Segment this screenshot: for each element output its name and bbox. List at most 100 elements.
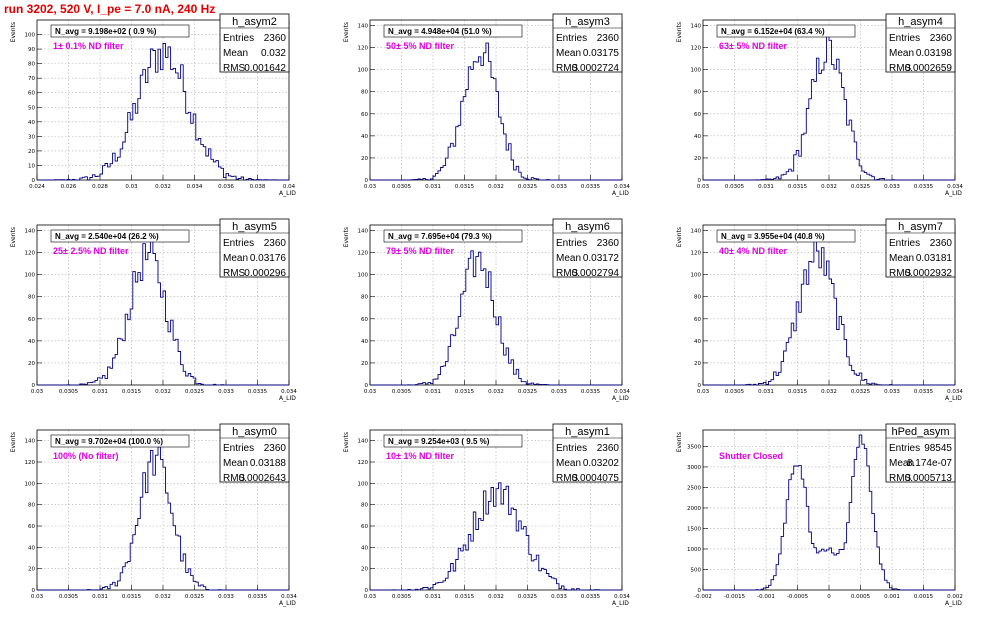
- stat-value: 8.174e-07: [907, 458, 952, 469]
- filter-annotation: 40± 4% ND filter: [719, 246, 787, 256]
- x-tick-label: 0.033: [218, 594, 234, 600]
- histogram-name: h_asym1: [565, 426, 610, 438]
- n-avg-label: N_avg = 4.948e+04 (51.0 %): [388, 27, 492, 36]
- x-tick-label: 0.034: [947, 184, 963, 190]
- x-tick-label: 0.032: [155, 184, 171, 190]
- filter-annotation: 25± 2.5% ND filter: [53, 246, 129, 256]
- y-tick-label: 60: [694, 112, 701, 118]
- stat-label: RMS: [889, 63, 912, 74]
- x-tick-label: 0.032: [155, 389, 171, 395]
- plot-frame: [702, 19, 956, 181]
- n-avg-label: N_avg = 9.702e+04 (100.0 %): [55, 437, 163, 446]
- y-tick-label: 80: [28, 503, 35, 509]
- y-tick-label: 80: [361, 295, 368, 301]
- x-tick-label: 0.0325: [851, 184, 871, 190]
- y-tick-label: 20: [28, 149, 35, 155]
- x-tick-label: 0.0305: [392, 184, 412, 190]
- x-tick-label: 0.03: [125, 184, 138, 190]
- panel-h_asym4: 0.03 0.0305 0.031 0.0315 0.032 0.0325 0.033 0.0…: [676, 13, 963, 197]
- stat-label: Mean: [889, 48, 914, 59]
- histogram-series: [370, 42, 622, 181]
- y-tick-label: 40: [694, 339, 701, 345]
- y-tick-label: 100: [25, 481, 36, 487]
- stats-box: h_asym5 Entries 2360 Mean 0.03176 RMS 0.000296: [219, 218, 290, 279]
- stat-label: RMS: [889, 473, 912, 484]
- stat-value: 2360: [597, 33, 620, 44]
- filter-annotation: Shutter Closed: [719, 451, 783, 461]
- stat-value: 2360: [930, 238, 953, 249]
- x-tick-label: 0.0315: [455, 389, 475, 395]
- panel-h_asym5: 0.03 0.0305 0.031 0.0315 0.032 0.0325 0.033 0.0…: [10, 218, 297, 402]
- x-tick-label: 0.04: [283, 184, 296, 190]
- histogram-series: [703, 240, 955, 386]
- x-axis-title: A_LID: [945, 190, 962, 197]
- n-avg-frame: [50, 434, 190, 448]
- y-tick-label: 0: [32, 383, 36, 389]
- n-avg-label: N_avg = 9.254e+03 ( 9.5 %): [388, 437, 490, 446]
- stat-value: 0.0002794: [572, 268, 620, 279]
- stat-label: Entries: [223, 33, 254, 44]
- stats-box: h_asym7 Entries 2360 Mean 0.03181 RMS0.000293…: [885, 218, 956, 279]
- stat-label: RMS: [556, 473, 579, 484]
- y-tick-label: 120: [358, 251, 369, 257]
- n-avg-frame: [716, 24, 856, 38]
- x-tick-label: 0.0325: [185, 389, 205, 395]
- stat-label: Mean: [889, 253, 914, 264]
- y-tick-label: 140: [358, 24, 369, 30]
- histogram-series: [370, 482, 622, 591]
- plot-frame: [36, 224, 290, 386]
- x-tick-label: 0.026: [61, 184, 77, 190]
- stats-box-frame: [885, 423, 956, 483]
- y-tick-label: 140: [25, 229, 36, 235]
- x-tick-label: 0.03: [31, 594, 44, 600]
- stat-label: Mean: [556, 253, 581, 264]
- y-tick-label: 80: [361, 90, 368, 96]
- run-title: run 3202, 520 V, I_pe = 7.0 nA, 240 Hz: [4, 2, 216, 16]
- filter-annotation: 50± 5% ND filter: [386, 41, 454, 51]
- x-tick-label: 0.034: [614, 389, 630, 395]
- y-tick-label: 500: [691, 567, 702, 573]
- stat-label: Entries: [889, 33, 920, 44]
- y-tick-label: 60: [28, 317, 35, 323]
- x-tick-label: 0.034: [614, 184, 630, 190]
- x-axis-title: A_LID: [279, 395, 296, 402]
- stats-box-frame: [552, 423, 623, 483]
- stat-label: Entries: [889, 238, 920, 249]
- x-tick-label: 0.031: [425, 389, 441, 395]
- x-tick-label: 0.03: [31, 389, 44, 395]
- histogram-series: [37, 241, 289, 386]
- y-axis-title: Events: [343, 22, 350, 42]
- x-tick-label: 0.031: [425, 184, 441, 190]
- y-tick-label: 60: [361, 317, 368, 323]
- x-tick-label: 0.031: [425, 594, 441, 600]
- y-tick-label: 0: [32, 588, 36, 594]
- x-tick-label: 0.032: [155, 594, 171, 600]
- x-tick-label: 0.0315: [788, 389, 808, 395]
- y-axis-title: Events: [10, 227, 17, 247]
- y-tick-label: 60: [694, 317, 701, 323]
- x-tick-label: 0.024: [29, 184, 45, 190]
- x-tick-label: 0.033: [551, 594, 567, 600]
- y-tick-label: 70: [28, 76, 35, 82]
- n-avg-frame: [383, 434, 523, 448]
- n-avg-frame: [50, 229, 190, 243]
- y-axis-title: Events: [343, 227, 350, 247]
- filter-annotation: 63± 5% ND filter: [719, 41, 787, 51]
- stat-value: 0.03198: [916, 48, 953, 59]
- x-tick-label: 0.033: [551, 389, 567, 395]
- filter-annotation: 10± 1% ND filter: [386, 451, 454, 461]
- plot-frame: [369, 429, 623, 591]
- stat-value: 0.000296: [244, 268, 286, 279]
- y-tick-label: 3000: [687, 465, 701, 471]
- y-tick-label: 0: [698, 178, 702, 184]
- y-tick-label: 20: [694, 156, 701, 162]
- filter-annotation: 1± 0.1% ND filter: [53, 41, 124, 51]
- n-avg-box: N_avg = 9.254e+03 ( 9.5 %): [383, 434, 523, 448]
- y-tick-label: 20: [361, 361, 368, 367]
- x-tick-label: 0.0305: [392, 594, 412, 600]
- panel-h_asym3: 0.03 0.0305 0.031 0.0315 0.032 0.0325 0.033 0.0…: [343, 13, 630, 197]
- stat-label: Entries: [556, 33, 587, 44]
- y-axis-title: Events: [343, 432, 350, 452]
- x-tick-label: 0.0015: [914, 594, 934, 600]
